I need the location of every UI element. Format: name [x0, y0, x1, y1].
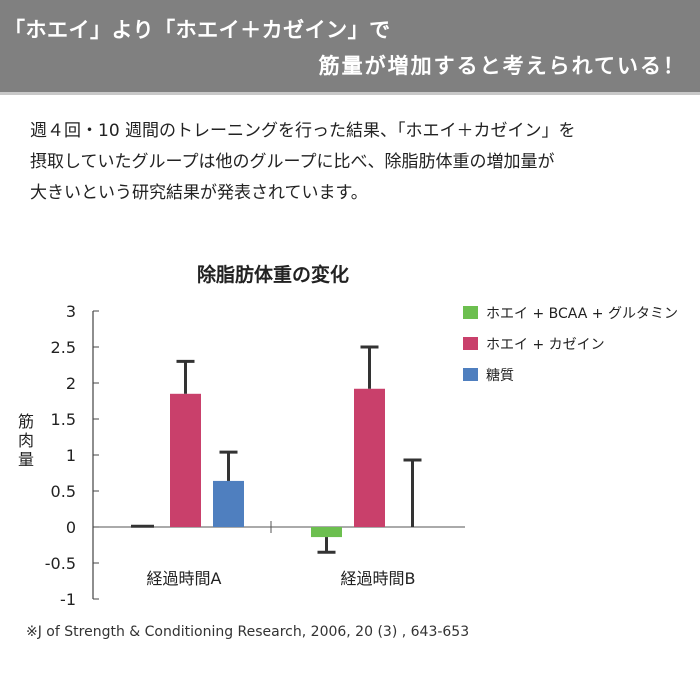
footnote: ※J of Strength & Conditioning Research, …: [26, 624, 470, 640]
y-tick-label: 2.5: [51, 338, 76, 357]
y-tick-label: -1: [60, 590, 76, 609]
bar: [213, 480, 244, 527]
bar: [354, 388, 385, 527]
x-category-label: 経過時間A: [147, 569, 222, 588]
header-line-2: 筋量が増加すると考えられている！: [318, 54, 686, 78]
body-line: 大きいという研究結果が発表されています。: [30, 183, 368, 203]
legend-swatch: [463, 306, 478, 319]
bar: [311, 527, 342, 538]
y-tick-label: 3: [66, 302, 76, 321]
header-line-1: 「ホエイ」より「ホエイ＋カゼイン」で: [4, 18, 391, 42]
y-tick-label: 0: [66, 518, 76, 537]
legend-swatch: [463, 368, 478, 381]
header-banner: 「ホエイ」より「ホエイ＋カゼイン」で 筋量が増加すると考えられている！: [0, 0, 700, 95]
y-axis-label: 筋肉量: [17, 412, 34, 469]
y-tick-label: 0.5: [51, 482, 76, 501]
body-text: 週４回・10 週間のトレーニングを行った結果、「ホエイ＋カゼイン」を 摂取してい…: [30, 116, 690, 209]
legend-label: ホエイ + BCAA + グルタミン: [486, 306, 678, 322]
legend-label: 糖質: [486, 368, 514, 384]
y-tick-label: -0.5: [45, 554, 76, 573]
y-tick-label: 2: [66, 374, 76, 393]
chart-title: 除脂肪体重の変化: [197, 263, 349, 286]
bar: [170, 393, 201, 527]
body-line: 摂取していたグループは他のグループに比べ、除脂肪体重の増加量が: [30, 152, 555, 172]
y-tick-label: 1.5: [51, 410, 76, 429]
body-line: 週４回・10 週間のトレーニングを行った結果、「ホエイ＋カゼイン」を: [30, 121, 576, 141]
y-tick-label: 1: [66, 446, 76, 465]
legend-swatch: [463, 337, 478, 350]
legend-label: ホエイ + カゼイン: [486, 337, 605, 353]
x-category-label: 経過時間B: [341, 569, 416, 588]
